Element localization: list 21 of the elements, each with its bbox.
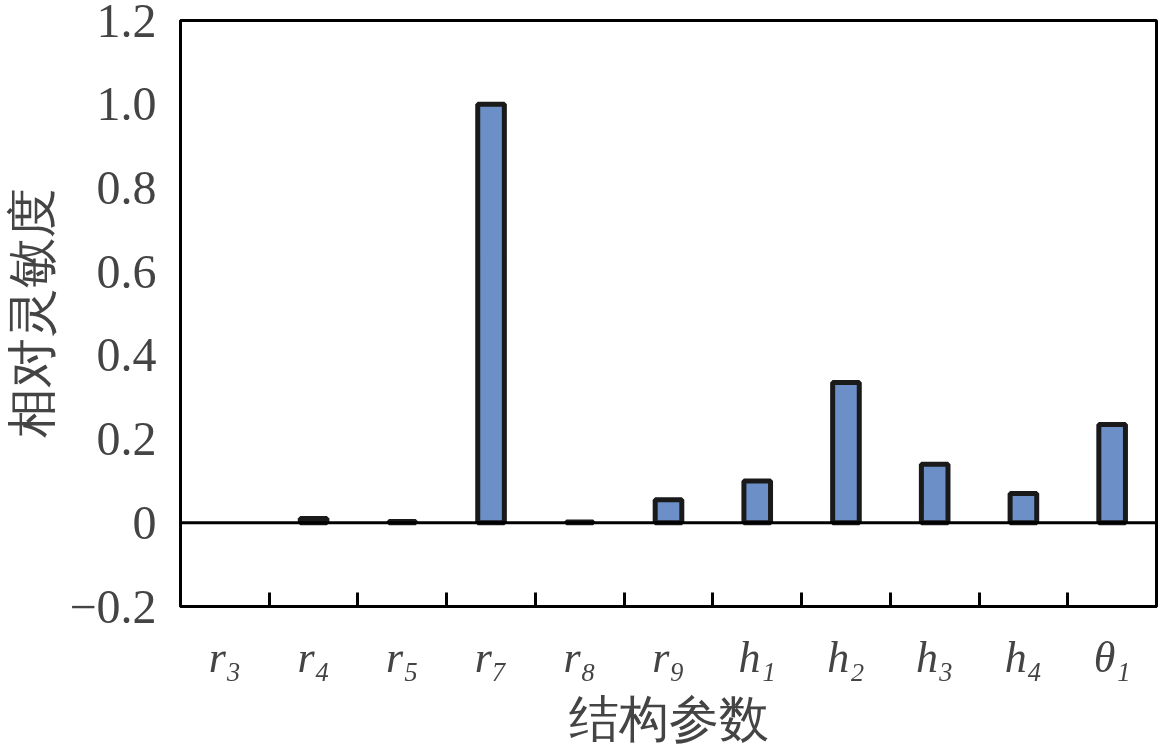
y-tick-label: 0.6: [96, 244, 157, 298]
x-tick-label: r₃: [208, 632, 242, 682]
y-tick-label: 1.2: [96, 0, 157, 47]
x-tick-label: h₁: [738, 632, 776, 682]
x-tick-label: r₉: [652, 632, 685, 682]
x-tick-label: r₇: [474, 632, 508, 682]
x-tick-label: h₂: [827, 632, 865, 682]
x-tick-label: h₃: [916, 632, 954, 682]
y-tick-label: 0.8: [96, 160, 157, 214]
y-tick-label: 0.2: [96, 412, 157, 466]
y-tick-label: 0.4: [96, 328, 157, 382]
x-tick-label: r₈: [563, 632, 596, 682]
y-tick-label: 0: [132, 495, 157, 549]
x-tick-label: h₄: [1004, 632, 1043, 682]
y-tick-label: 1.0: [96, 77, 157, 131]
x-tick-label: r₅: [386, 632, 419, 682]
y-axis-title: 相对灵敏度: [3, 188, 62, 439]
x-tick-label: r₄: [297, 632, 330, 682]
y-tick-label: −0.2: [69, 579, 157, 633]
x-tick-label: θ₁: [1093, 632, 1131, 682]
x-axis-title: 结构参数: [568, 689, 769, 748]
